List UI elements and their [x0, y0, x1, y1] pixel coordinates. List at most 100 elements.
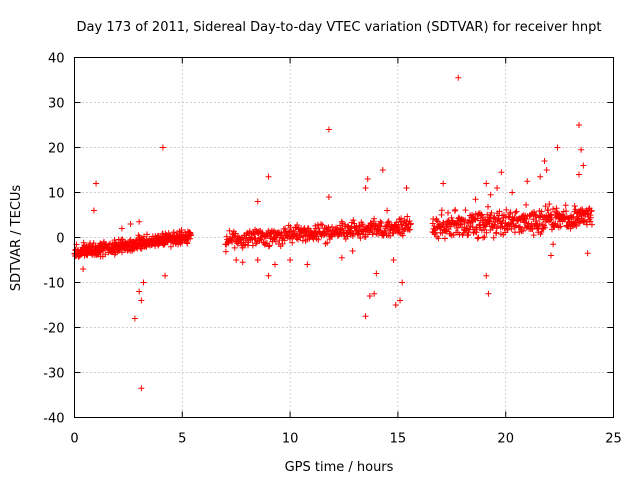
data-point-outlier — [127, 221, 134, 227]
data-point — [312, 225, 319, 232]
data-point — [86, 242, 93, 249]
data-point-outlier — [483, 272, 490, 279]
data-point — [111, 237, 118, 244]
plot-frame — [74, 57, 614, 418]
data-point — [315, 236, 322, 243]
data-point-outlier — [494, 185, 501, 191]
data-point — [324, 239, 331, 246]
data-point-outlier — [162, 272, 169, 279]
data-point — [377, 223, 384, 230]
data-point — [318, 221, 325, 228]
data-point — [496, 208, 503, 215]
data-point-outlier — [287, 257, 294, 263]
data-point — [406, 217, 413, 224]
y-tick-label: -20 — [43, 322, 64, 337]
data-point — [542, 224, 549, 231]
data-point-outlier — [366, 293, 373, 299]
data-point — [143, 244, 150, 251]
data-point — [372, 222, 379, 229]
data-point-outlier — [543, 167, 550, 173]
data-point-outlier — [349, 248, 356, 254]
y-tick-label: -40 — [43, 412, 64, 427]
data-point — [433, 217, 440, 224]
x-tick-label: 20 — [497, 432, 514, 447]
data-point-outlier — [373, 270, 380, 277]
data-point-outlier — [390, 257, 397, 263]
data-point — [407, 220, 414, 227]
data-point-outlier — [362, 313, 369, 320]
data-point — [329, 223, 336, 230]
data-point-outlier — [399, 279, 406, 286]
y-tick-label: 30 — [48, 97, 65, 112]
data-point-outlier — [379, 167, 386, 173]
data-point — [167, 243, 174, 250]
y-tick-label: -10 — [43, 277, 64, 292]
data-point-outlier — [541, 158, 548, 164]
data-point — [285, 229, 292, 236]
y-tick-label: 40 — [48, 52, 65, 67]
data-point-outlier — [325, 126, 332, 133]
data-point — [494, 222, 501, 229]
data-point — [513, 208, 520, 215]
data-point — [294, 221, 301, 228]
data-point — [583, 218, 590, 225]
x-tick-label: 15 — [390, 432, 407, 447]
data-point-outlier — [136, 218, 143, 225]
data-point — [357, 235, 364, 242]
data-point — [222, 248, 229, 255]
data-point-outlier — [571, 203, 578, 209]
data-point — [434, 218, 441, 225]
y-tick-label: 10 — [48, 187, 65, 202]
data-point — [235, 240, 242, 247]
data-point — [569, 214, 576, 221]
y-axis-label: SDTVAR / TECUs — [9, 185, 24, 292]
data-point — [542, 203, 549, 210]
data-point-outlier — [138, 297, 145, 304]
data-point — [226, 227, 233, 234]
data-point — [119, 236, 126, 243]
y-tick-label: 0 — [56, 232, 64, 247]
data-point-outlier — [364, 176, 371, 182]
data-point — [470, 229, 477, 236]
data-point-outlier — [265, 173, 272, 180]
data-point — [266, 242, 273, 249]
data-point — [447, 230, 454, 237]
data-point — [462, 207, 469, 214]
data-point — [441, 235, 448, 242]
data-point-outlier — [584, 250, 591, 257]
data-point — [102, 251, 109, 258]
data-point — [399, 232, 406, 239]
data-point — [404, 213, 411, 220]
data-point — [249, 242, 256, 249]
data-point — [442, 227, 449, 234]
data-point — [474, 215, 481, 222]
data-point — [530, 216, 537, 223]
data-point-outlier — [254, 257, 261, 263]
data-point-outlier — [384, 207, 391, 214]
data-point — [461, 220, 468, 227]
data-point — [438, 207, 445, 214]
data-point-outlier — [547, 252, 554, 259]
data-point — [520, 227, 527, 234]
data-point — [371, 215, 378, 222]
data-point-outlier — [136, 288, 143, 295]
data-point-outlier — [550, 241, 557, 248]
data-point-outlier — [131, 315, 138, 322]
data-point-outlier — [338, 254, 345, 261]
data-point — [118, 236, 125, 243]
data-point — [187, 235, 194, 242]
data-point — [557, 223, 564, 230]
data-point — [187, 232, 194, 239]
data-point — [359, 221, 366, 228]
data-point-outlier — [233, 257, 240, 263]
data-point — [490, 234, 497, 241]
data-point — [398, 215, 405, 222]
data-point — [378, 219, 385, 226]
data-point — [516, 223, 523, 230]
data-point — [385, 218, 392, 225]
data-point — [297, 234, 304, 241]
data-point-outlier — [576, 171, 583, 178]
data-point — [483, 221, 490, 228]
data-point — [573, 223, 580, 230]
data-point — [393, 219, 400, 226]
